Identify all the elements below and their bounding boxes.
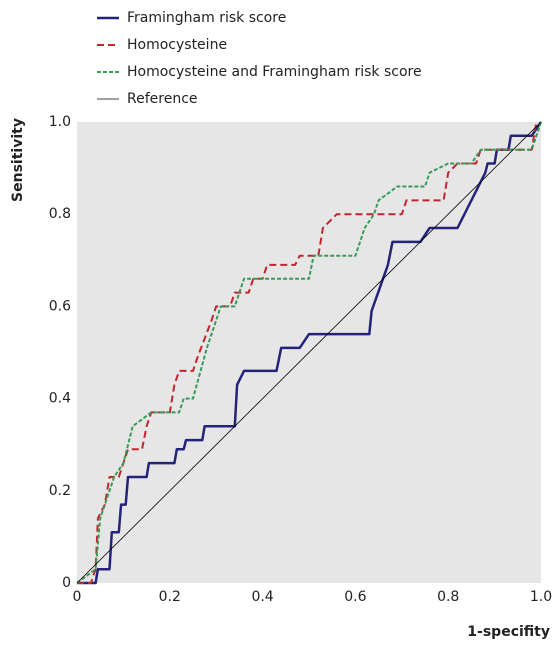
- legend-label: Reference: [127, 91, 198, 107]
- x-tick-label: 0.6: [344, 589, 366, 605]
- series-line: [76, 121, 542, 584]
- y-axis-label: Sensitivity: [10, 118, 26, 202]
- series-line: [77, 121, 543, 585]
- y-tick-label: 0.4: [49, 391, 71, 407]
- x-tick-label: 1.0: [530, 589, 552, 605]
- y-tick-label: 0: [62, 575, 71, 591]
- y-tick-label: 0.6: [49, 298, 71, 314]
- legend-label: Homocysteine and Framingham risk score: [127, 64, 422, 80]
- series-line: [77, 121, 538, 584]
- y-tick-label: 0.2: [49, 483, 71, 499]
- x-tick-label: 0.2: [159, 589, 181, 605]
- x-tick-label: 0.8: [437, 589, 459, 605]
- legend-label: Framingham risk score: [127, 10, 286, 26]
- x-axis-label: 1-specifity: [467, 624, 550, 640]
- series-line: [76, 121, 542, 584]
- legend-label: Homocysteine: [127, 37, 227, 53]
- y-tick-label: 0.8: [49, 206, 71, 222]
- x-tick-label: 0: [73, 589, 82, 605]
- x-tick-label: 0.4: [251, 589, 273, 605]
- y-tick-label: 1.0: [49, 114, 71, 130]
